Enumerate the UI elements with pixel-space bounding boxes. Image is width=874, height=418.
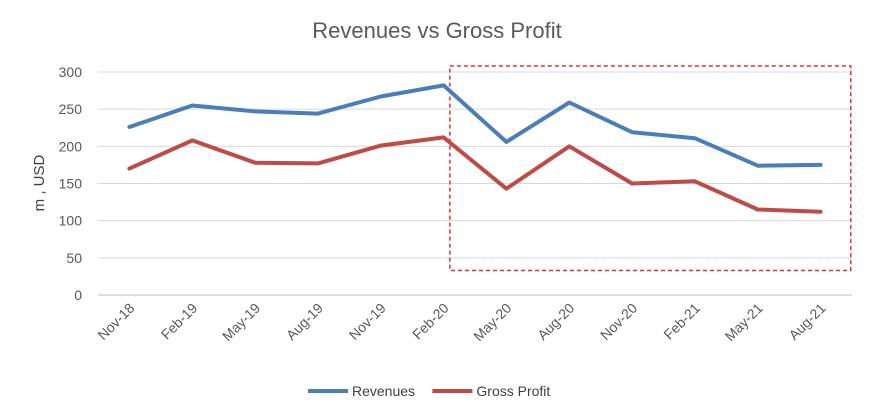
x-tick-label: Nov-20 <box>597 300 640 343</box>
x-tick-label: Aug-19 <box>283 300 326 343</box>
y-tick-label: 200 <box>59 138 83 154</box>
revenues-line <box>127 83 823 168</box>
x-axis-ticks: Nov-18 Feb-19 May-19 Aug-19 Nov-19 Feb-20 May-… <box>94 300 829 344</box>
y-axis-ticks: 0 50 100 150 200 250 300 <box>59 64 83 303</box>
x-tick-label: Aug-21 <box>785 300 828 343</box>
x-tick-label: Feb-20 <box>409 300 452 343</box>
y-tick-label: 250 <box>59 101 83 117</box>
gross-profit-line <box>127 135 823 214</box>
y-tick-label: 0 <box>74 287 82 303</box>
revenues-legend-label: Revenues <box>352 383 415 399</box>
y-tick-label: 150 <box>59 176 83 192</box>
legend: Revenues Gross Profit <box>308 383 550 399</box>
y-tick-label: 100 <box>59 213 83 229</box>
y-tick-label: 300 <box>59 64 83 80</box>
x-tick-label: Nov-18 <box>94 300 137 343</box>
x-tick-label: Nov-19 <box>346 300 389 343</box>
x-tick-label: Aug-20 <box>534 300 577 343</box>
x-tick-label: May-21 <box>722 300 766 344</box>
gross-profit-legend-label: Gross Profit <box>476 383 550 399</box>
x-tick-label: Feb-19 <box>158 300 201 343</box>
annotations <box>449 65 852 272</box>
y-axis-label: m , USD <box>31 155 48 212</box>
x-tick-label: Feb-21 <box>660 300 703 343</box>
highlight-box <box>449 65 852 272</box>
y-tick-label: 50 <box>66 250 82 266</box>
series-lines <box>127 83 823 214</box>
x-tick-label: May-20 <box>470 300 514 344</box>
x-tick-label: May-19 <box>219 300 263 344</box>
chart-title: Revenues vs Gross Profit <box>312 18 561 43</box>
